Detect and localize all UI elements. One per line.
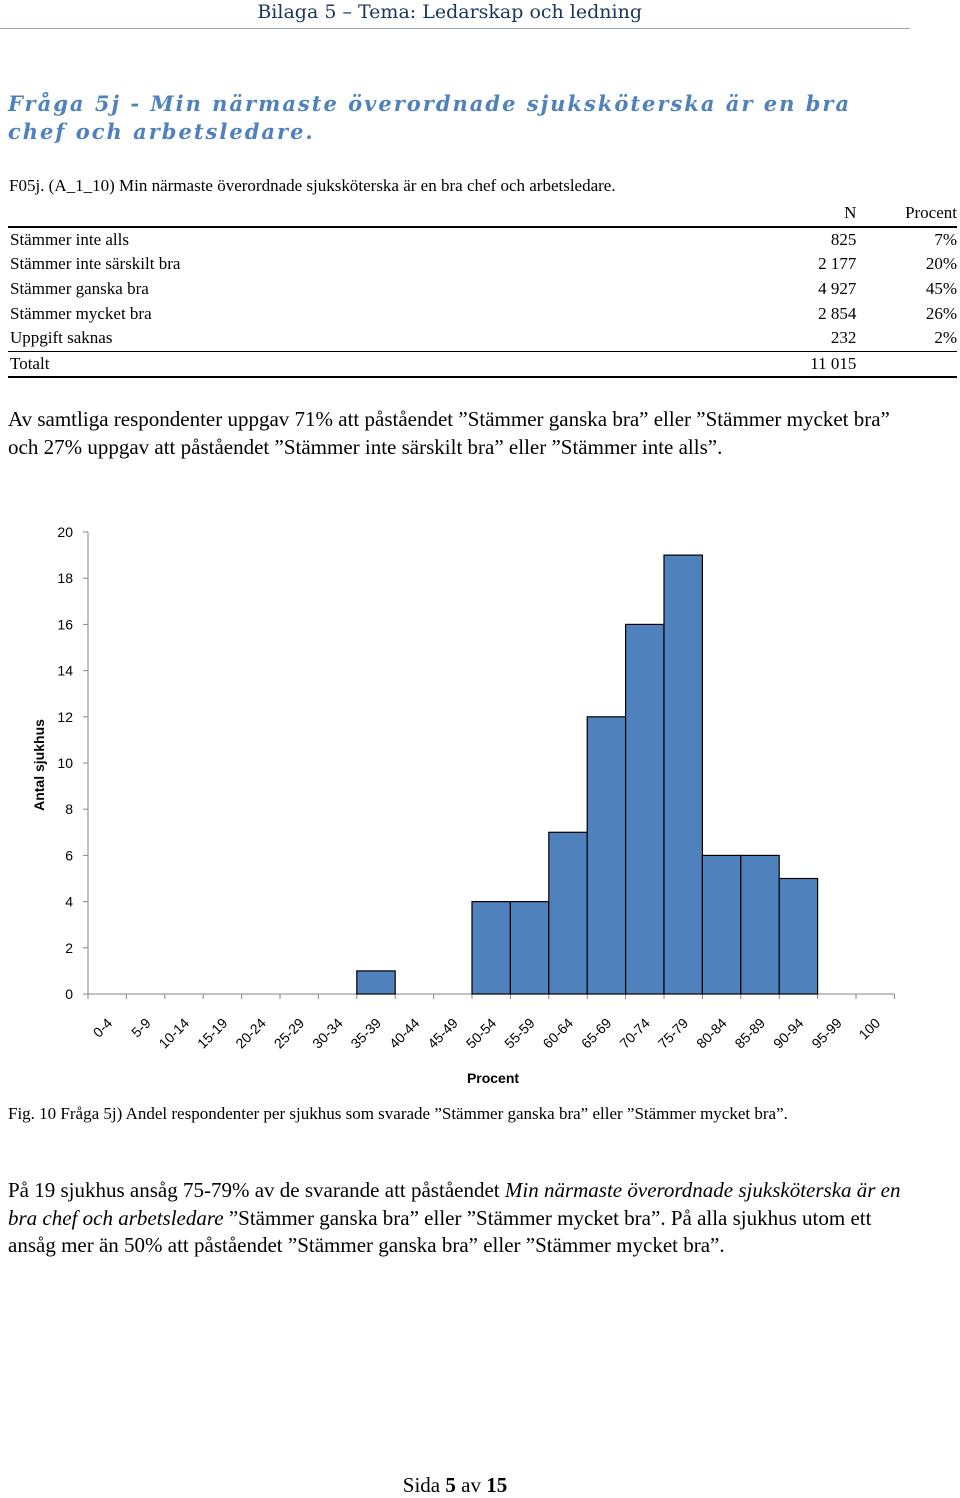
bar-80-84 [701,854,742,995]
footer-page: 5 [445,1473,456,1497]
x-tick-label: 75-79 [655,1015,692,1052]
table-row: Stämmer inte särskilt bra 2 177 20% [8,252,957,277]
summary-paragraph: Av samtliga respondenter uppgav 71% att … [8,407,890,459]
bar-70-74 [624,623,665,995]
histogram-chart: 0 2 4 6 8 10 12 14 16 18 20 0-4 5-9 10-14 15-19 20-24 25… [0,515,910,1105]
x-tick-label: 100 [855,1015,883,1043]
x-tick-label: 35-39 [347,1015,384,1052]
conclusion-italic: Min närmaste överordnade sjuksköterska ä… [8,1178,901,1230]
y-tick-label: 8 [65,801,73,817]
y-tick-label: 4 [65,894,73,910]
row-n: 4 927 [818,279,857,299]
table-row: Stämmer inte alls 825 7% [8,227,957,253]
row-label: Stämmer ganska bra [10,279,149,299]
row-n: 2 854 [818,303,857,323]
footer-middle: av [455,1473,487,1497]
row-n: 232 [712,325,857,352]
header-title: Bilaga 5 – Tema: Ledarskap och ledning [257,1,642,23]
total-n: 11 015 [712,351,857,379]
x-tick-label: 70-74 [616,1015,653,1052]
y-tick-label: 20 [57,524,73,540]
conclusion-paragraph: På 19 sjukhus ansåg 75-79% av de svarand… [8,1177,908,1260]
bar-50-54 [471,901,512,995]
y-tick-label: 16 [57,616,73,632]
x-tick-label: 20-24 [232,1015,269,1052]
footer-total: 15 [486,1473,508,1497]
total-pct [856,351,957,379]
row-pct: 45% [925,279,957,299]
table-title: F05j. (A_1_10) Min närmaste överordnade … [9,176,616,195]
total-label: Totalt [8,351,713,379]
y-tick-label: 18 [57,570,73,586]
bar-65-69 [586,716,627,995]
x-tick-label: 10-14 [155,1015,192,1052]
x-tick-label: 30-34 [309,1015,346,1052]
row-pct: 7% [934,229,957,249]
row-label: Stämmer mycket bra [10,303,152,323]
y-tick-label: 10 [57,755,73,771]
table-total-row: Totalt 11 015 [8,351,957,379]
table-row: Stämmer ganska bra 4 927 45% [8,277,957,302]
x-tick-label: 25-29 [271,1015,308,1052]
x-tick-label: 45-49 [424,1015,461,1052]
bar-60-64 [548,831,588,995]
y-tick-label: 12 [57,709,73,725]
page-header: Bilaga 5 – Tema: Ledarskap och ledning [0,0,910,29]
x-tick-label: 90-94 [770,1015,807,1052]
y-tick-label: 0 [65,986,73,1002]
bar-75-79 [663,554,704,995]
row-pct: 2% [856,325,957,352]
bar-35-39 [356,970,396,995]
chart-svg: 0 2 4 6 8 10 12 14 16 18 20 0-4 5-9 10-14 15-19 20-24 25… [31,524,895,1086]
row-pct: 20% [925,254,957,274]
x-tick-label: 65-69 [578,1015,615,1052]
y-tick-label: 2 [65,940,73,956]
y-axis-title: Antal sjukhus [31,719,47,811]
x-tick-label: 5-9 [128,1015,154,1041]
row-pct: 26% [925,303,957,323]
row-label: Uppgift saknas [8,325,713,352]
table-header-row: N Procent [8,201,957,228]
question-heading: Fråga 5j - Min närmaste överordnade sjuk… [8,91,852,144]
bar-85-89 [740,854,780,995]
x-tick-label: 15-19 [194,1015,231,1052]
table-header-n: N [712,201,857,228]
x-tick-label: 50-54 [463,1015,500,1052]
results-table: N Procent Stämmer inte alls 825 7% Stämm… [8,201,957,379]
table-header-label [8,201,713,228]
conclusion-part2: ”Stämmer ganska bra” eller ”Stämmer myck… [8,1205,872,1258]
row-n: 825 [830,229,857,249]
table-header-procent: Procent [856,201,957,228]
x-tick-label: 40-44 [386,1015,423,1052]
bar-90-94 [778,877,819,995]
x-tick-label: 80-84 [693,1015,730,1052]
row-label: Stämmer inte särskilt bra [10,254,181,274]
conclusion-part1: På 19 sjukhus ansåg 75-79% av de svarand… [8,1178,505,1202]
row-n: 2 177 [818,254,857,274]
row-label: Stämmer inte alls [10,229,129,249]
bar-55-59 [509,901,550,995]
x-tick-label: 95-99 [808,1015,845,1052]
table-row: Stämmer mycket bra 2 854 26% [8,301,957,326]
figure-caption: Fig. 10 Fråga 5j) Andel respondenter per… [8,1104,788,1123]
x-tick-label: 85-89 [731,1015,768,1052]
y-tick-label: 14 [57,663,73,679]
x-axis-title: Procent [467,1070,519,1086]
y-tick-label: 6 [65,847,73,863]
page-footer: Sida 5 av 15 [0,1473,910,1498]
table-row: Uppgift saknas 232 2% [8,325,957,352]
x-tick-label: 60-64 [539,1015,576,1052]
x-tick-label: 55-59 [501,1015,538,1052]
x-tick-label: 0-4 [90,1015,116,1041]
footer-prefix: Sida [402,1473,446,1497]
